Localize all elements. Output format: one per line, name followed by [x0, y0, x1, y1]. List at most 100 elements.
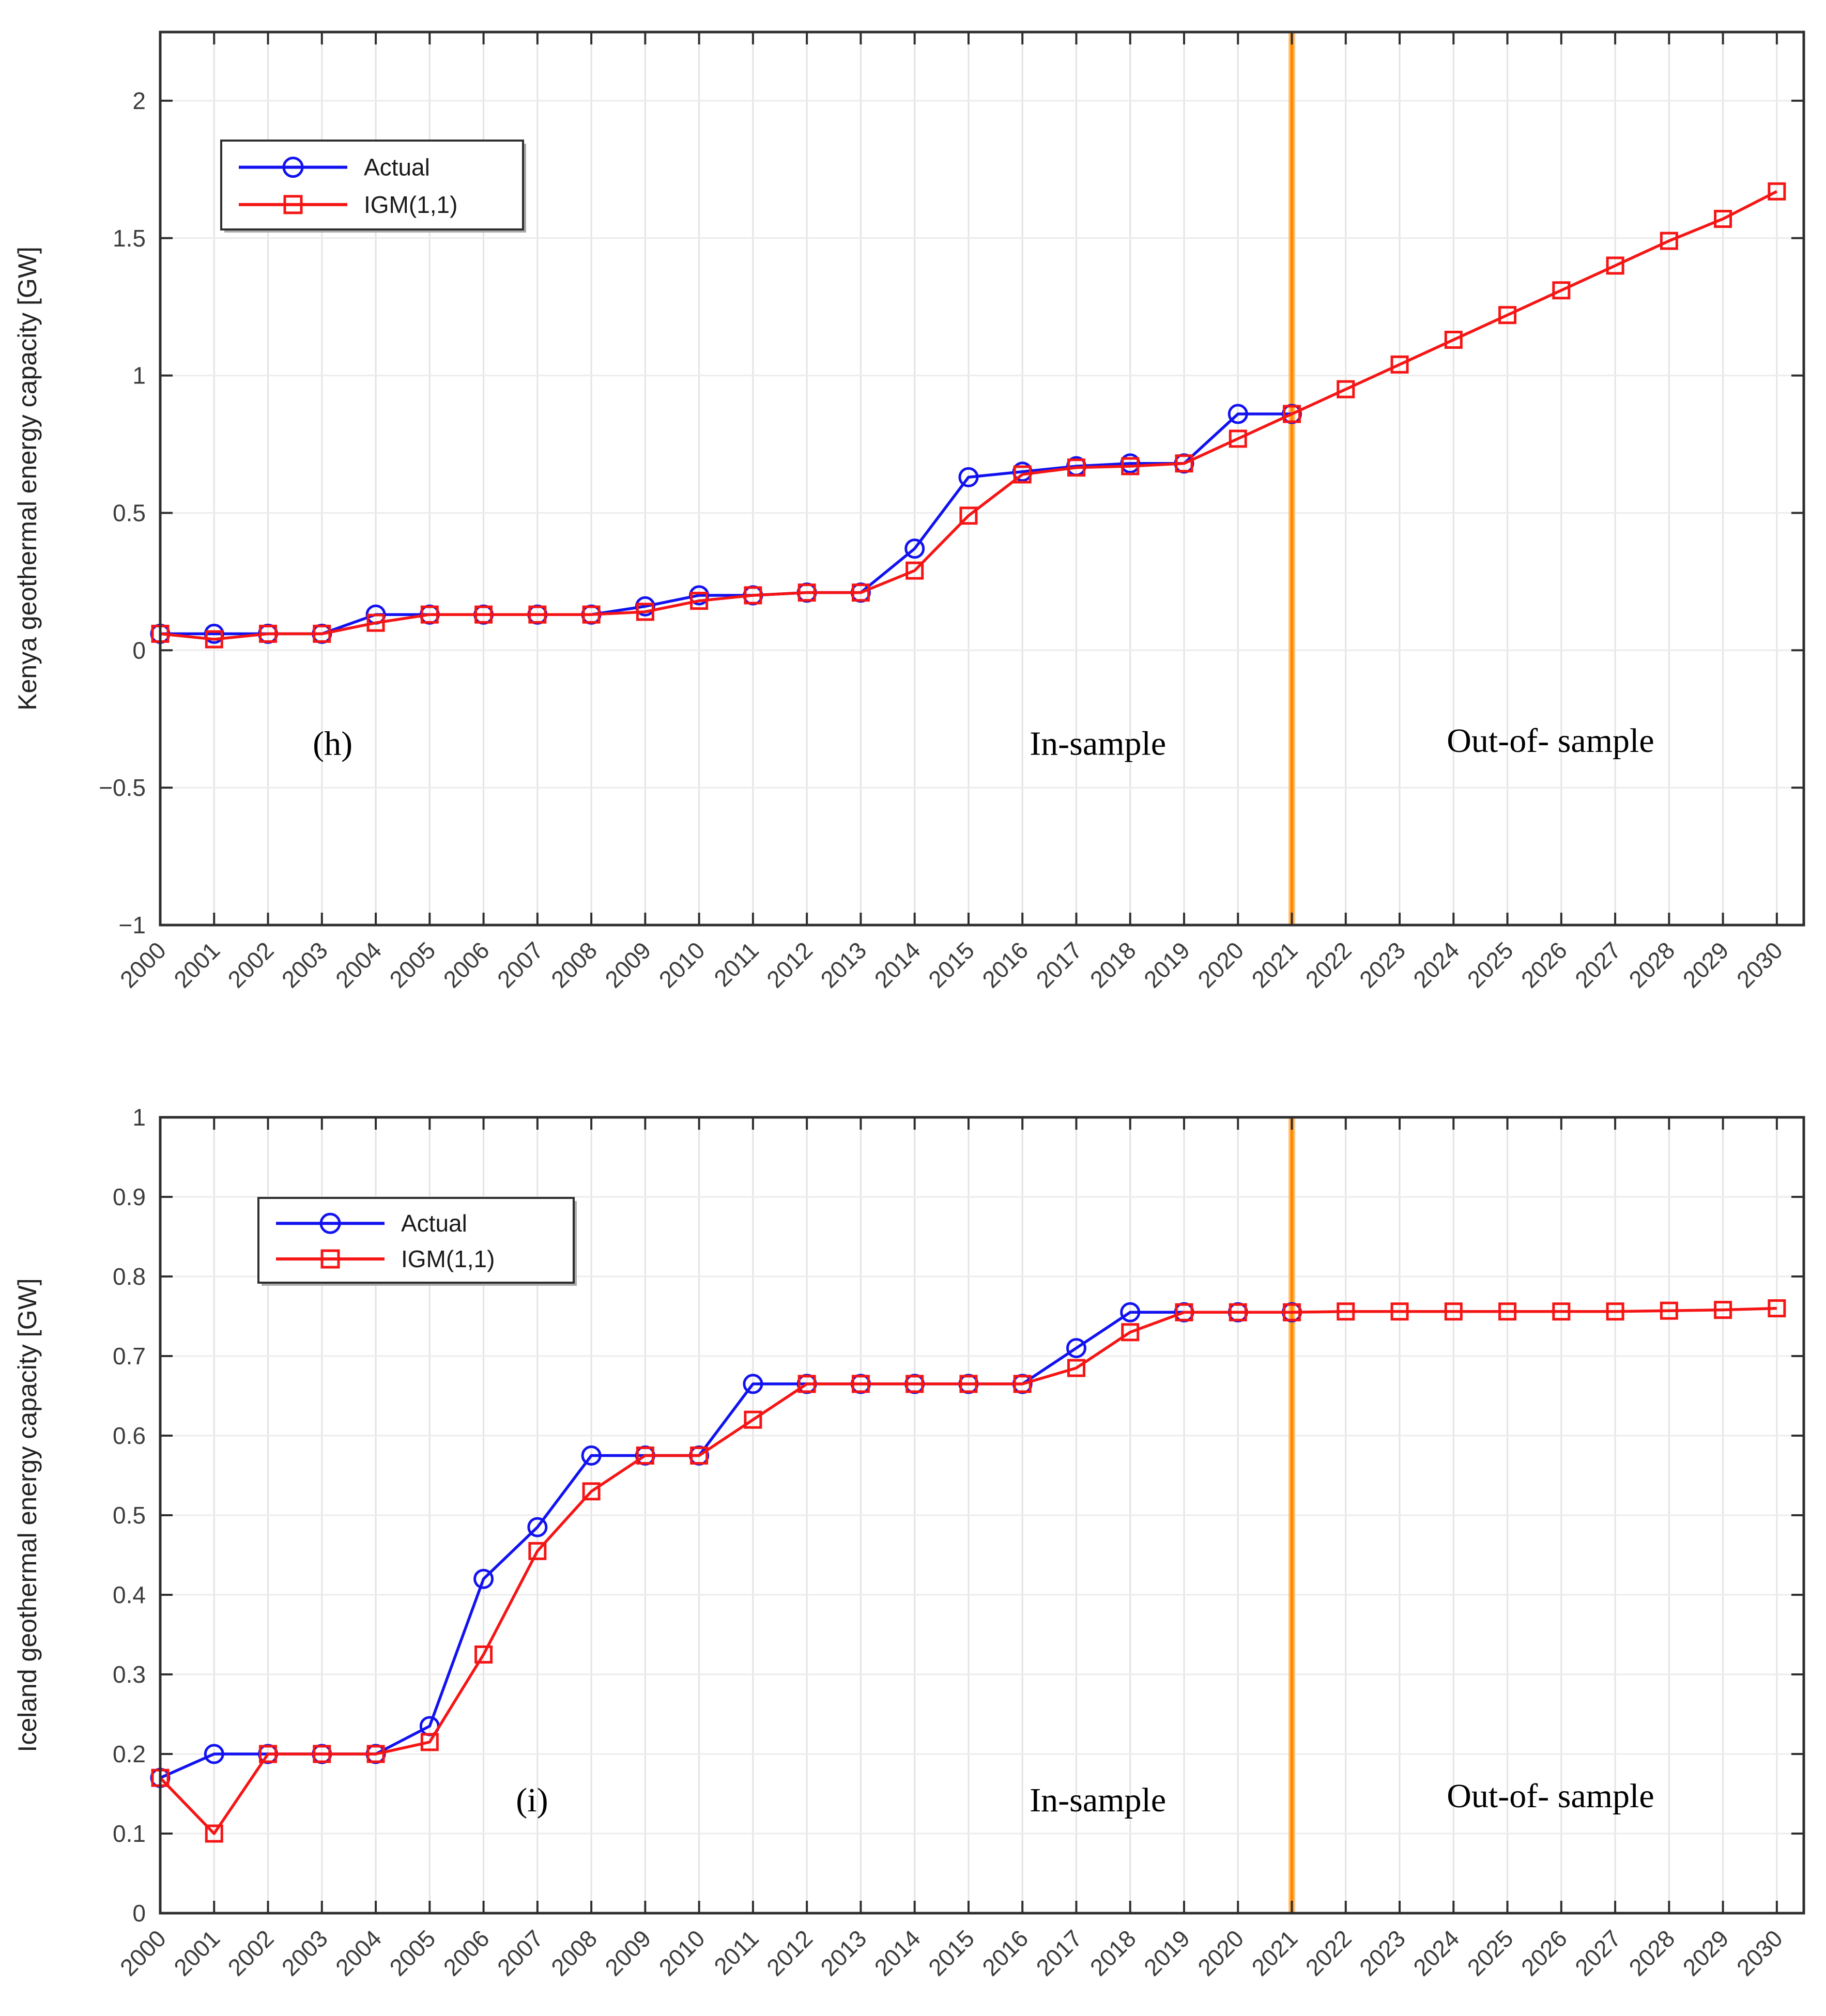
kenya-chart: 21.510.50−0.5−12000200120022003200420052… [13, 30, 1805, 993]
legend-label: IGM(1,1) [401, 1245, 495, 1272]
data-point-marker [1121, 1323, 1140, 1342]
data-point-marker [1390, 1302, 1409, 1321]
iceland-series-igm [151, 1299, 1786, 1843]
x-tick-label: 2022 [1300, 936, 1357, 993]
x-tick-label: 2013 [815, 936, 871, 993]
data-point-marker [1175, 1303, 1193, 1321]
data-point-marker [1067, 458, 1085, 477]
x-tick-label: 2029 [1678, 1925, 1734, 1981]
x-tick-label: 2003 [277, 936, 333, 993]
x-tick-label: 2015 [923, 1925, 979, 1981]
data-point-marker [1227, 404, 1248, 424]
out-of-sample-label: Out-of- sample [1447, 1777, 1654, 1815]
data-point-marker [1066, 1338, 1086, 1359]
y-tick-label: 0.9 [113, 1183, 146, 1210]
x-tick-label: 2014 [869, 936, 926, 993]
data-point-marker [1768, 1299, 1786, 1318]
data-point-marker [1229, 1303, 1247, 1321]
x-tick-label: 2002 [222, 936, 279, 993]
data-point-marker [473, 1568, 494, 1589]
data-point-marker [1337, 1302, 1355, 1321]
kenya-series-igm [151, 182, 1786, 649]
x-tick-label: 2001 [168, 936, 225, 993]
x-tick-label: 2029 [1678, 936, 1734, 993]
data-point-marker [1606, 256, 1624, 275]
x-tick-label: 2005 [384, 1925, 440, 1981]
x-tick-label: 2013 [815, 1925, 871, 1981]
tick-marks [159, 32, 1804, 926]
square-marker-sample [283, 195, 303, 214]
x-tick-labels: 2000200120022003200420052006200720082009… [115, 1925, 1788, 1981]
x-tick-label: 2007 [492, 1925, 548, 1981]
data-point-marker [1714, 210, 1732, 228]
x-tick-label: 2016 [977, 936, 1033, 993]
data-point-marker [204, 1744, 224, 1764]
x-tick-label: 2010 [654, 936, 710, 993]
x-tick-label: 2021 [1246, 936, 1302, 993]
y-tick-label: 0.7 [113, 1343, 146, 1369]
data-point-marker [1283, 1303, 1301, 1321]
x-tick-label: 2010 [654, 1925, 710, 1981]
kenya-y-axis-label: Kenya geothermal energy capacity [GW] [13, 247, 42, 711]
data-point-marker [1444, 330, 1463, 349]
y-tick-label: 0 [132, 637, 146, 664]
data-point-marker [1714, 1301, 1732, 1319]
in-sample-label: In-sample [1030, 725, 1166, 762]
x-tick-label: 2015 [923, 936, 979, 993]
x-tick-labels: 2000200120022003200420052006200720082009… [115, 936, 1788, 993]
series-line [160, 190, 1778, 641]
data-point-marker [528, 605, 547, 624]
legend-box [257, 1197, 575, 1284]
x-tick-label: 2020 [1192, 1925, 1249, 1981]
tick-marks [159, 1116, 1804, 1914]
data-point-marker [474, 1645, 493, 1664]
data-point-marker [259, 1745, 278, 1763]
data-point-marker [797, 583, 816, 602]
x-tick-label: 2009 [600, 936, 656, 993]
x-tick-label: 2026 [1516, 936, 1572, 993]
data-point-marker [1120, 1302, 1141, 1322]
y-tick-label: 0.4 [113, 1581, 146, 1608]
in-sample-label: In-sample [1030, 1781, 1166, 1819]
x-tick-label: 2025 [1462, 1925, 1518, 1981]
data-point-marker [690, 592, 709, 610]
legend-box [220, 140, 524, 230]
data-point-marker [744, 586, 762, 605]
data-point-marker [959, 506, 978, 525]
data-point-marker [313, 624, 331, 643]
x-tick-label: 2006 [438, 1925, 495, 1981]
axes-box [159, 30, 1805, 927]
data-point-marker [366, 613, 385, 632]
data-point-marker [1660, 1301, 1678, 1320]
x-tick-label: 2001 [168, 1925, 225, 1981]
x-tick-label: 2000 [115, 936, 171, 993]
data-point-marker [1498, 306, 1517, 325]
data-point-marker [690, 1446, 709, 1465]
y-tick-label: 1.5 [113, 225, 146, 252]
data-point-marker [1390, 355, 1409, 374]
data-point-marker [420, 605, 439, 624]
panel-label-h: (h) [313, 725, 352, 762]
data-point-marker [205, 1824, 223, 1843]
data-point-marker [1606, 1302, 1624, 1321]
legend-label: Actual [401, 1210, 467, 1237]
x-tick-label: 2030 [1731, 1925, 1788, 1981]
data-point-marker [1552, 1302, 1571, 1321]
iceland-y-axis-label: Iceland geothermal energy capacity [GW] [13, 1278, 42, 1752]
y-tick-label: 0 [132, 1900, 146, 1927]
y-tick-label: 0.5 [113, 1502, 146, 1529]
x-tick-label: 2028 [1623, 936, 1680, 993]
x-tick-label: 2021 [1246, 1925, 1302, 1981]
data-point-marker [1175, 454, 1193, 473]
data-point-marker [1552, 281, 1571, 300]
data-point-marker [744, 1410, 762, 1429]
data-point-marker [582, 605, 601, 624]
out-of-sample-label: Out-of- sample [1447, 722, 1654, 760]
y-tick-labels: 2 1.5 1 0.5 0 −0.5 −1 [99, 87, 146, 938]
x-tick-label: 2024 [1408, 936, 1464, 993]
x-tick-label: 2019 [1139, 936, 1195, 993]
x-tick-label: 2023 [1354, 936, 1410, 993]
x-tick-label: 2012 [761, 1925, 818, 1981]
data-point-marker [528, 1542, 547, 1560]
